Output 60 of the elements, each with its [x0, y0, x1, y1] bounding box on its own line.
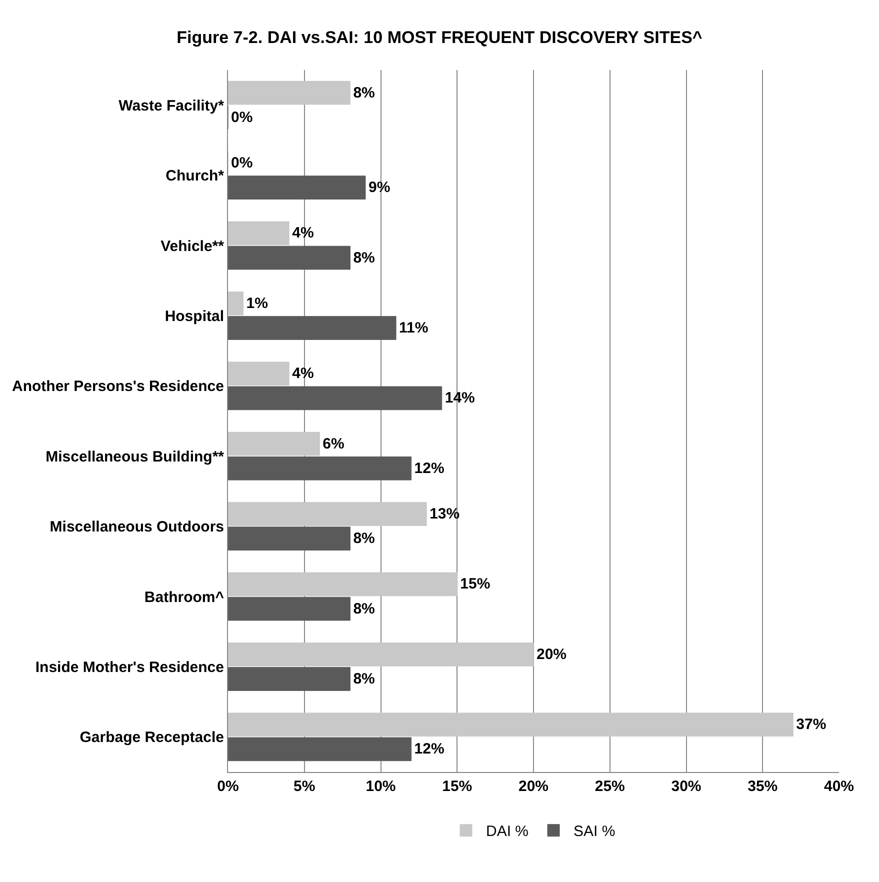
data-label: 14% — [444, 390, 475, 407]
bar — [228, 246, 350, 270]
data-label: 8% — [353, 670, 375, 688]
bar — [228, 596, 350, 621]
bar — [228, 316, 396, 340]
bar — [228, 642, 534, 666]
data-label: 15% — [460, 576, 490, 593]
data-label: 8% — [353, 249, 375, 266]
data-label: 4% — [292, 224, 314, 242]
y-tick-label: Miscellaneous Building** — [46, 448, 224, 466]
bar — [228, 502, 427, 526]
y-tick-label: Garbage Receptacle — [80, 729, 224, 746]
bar — [228, 572, 458, 596]
legend-label: SAI % — [574, 823, 616, 840]
bar — [228, 667, 350, 691]
y-tick-label: Hospital — [164, 308, 224, 325]
data-label: 12% — [414, 740, 444, 758]
y-tick-label: Vehicle** — [160, 238, 224, 255]
data-label: 8% — [353, 530, 375, 548]
bar — [228, 712, 794, 737]
data-label: 12% — [414, 460, 444, 477]
chart-title: Figure 7-2. DAI vs.SAI: 10 MOST FREQUENT DISCOVERY SITES^ — [176, 28, 702, 47]
bar — [228, 176, 366, 200]
bar — [228, 221, 290, 246]
data-label: 0% — [231, 154, 253, 172]
data-label: 8% — [353, 84, 375, 102]
data-label: 6% — [322, 435, 344, 452]
bar — [228, 737, 412, 762]
data-label: 0% — [231, 108, 253, 126]
x-tick-label: 25% — [594, 778, 625, 795]
bar — [228, 291, 244, 316]
x-tick-label: 20% — [518, 778, 549, 795]
data-label: 4% — [292, 365, 314, 382]
x-tick-label: 30% — [671, 778, 702, 795]
bar — [228, 526, 350, 551]
data-label: 37% — [796, 716, 826, 734]
y-tick-label: Church* — [166, 168, 224, 185]
x-tick-label: 10% — [366, 778, 396, 795]
bar — [228, 362, 290, 386]
data-label: 8% — [353, 600, 375, 618]
y-tick-label: Inside Mother's Residence — [35, 658, 224, 676]
x-tick-label: 5% — [294, 778, 316, 795]
y-tick-label: Another Persons's Residence — [12, 378, 224, 396]
x-tick-label: 40% — [824, 778, 854, 795]
data-label: 11% — [399, 319, 428, 336]
y-tick-label: Bathroom^ — [144, 588, 224, 606]
data-label: 13% — [430, 506, 460, 523]
y-tick-label: Waste Facility* — [118, 97, 224, 114]
x-tick-label: 0% — [217, 778, 239, 795]
x-tick-label: 35% — [748, 778, 778, 795]
bar — [228, 432, 320, 456]
y-tick-label: Miscellaneous Outdoors — [50, 518, 224, 536]
bar — [228, 80, 350, 105]
bar — [228, 456, 412, 480]
data-label: 1% — [246, 294, 268, 312]
legend-label: DAI % — [486, 823, 529, 840]
x-tick-label: 15% — [442, 778, 472, 795]
bar — [228, 386, 442, 410]
data-label: 20% — [536, 646, 567, 663]
data-label: 9% — [368, 179, 390, 196]
